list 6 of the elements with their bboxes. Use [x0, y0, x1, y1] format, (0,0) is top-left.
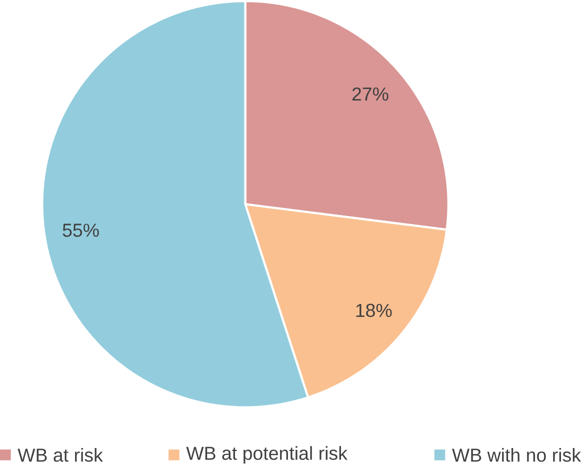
data-label: 55% [62, 224, 99, 238]
legend-label: WB with no risk [452, 448, 581, 462]
legend-label: WB at potential risk [186, 446, 348, 464]
data-label: 18% [356, 304, 392, 318]
data-label: 27% [352, 88, 388, 101]
legend-label: WB at risk [18, 448, 103, 462]
